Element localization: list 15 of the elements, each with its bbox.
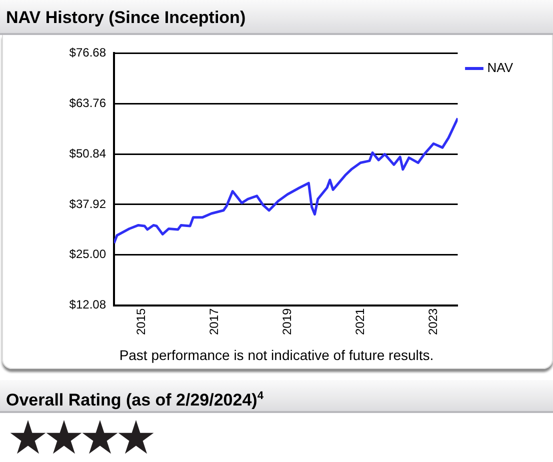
x-tick-label: 2015: [134, 308, 148, 336]
x-tick-label: 2021: [352, 308, 367, 336]
text: Overall Rating (as of 2/29/2024)$^{4}$: [0, 380, 553, 413]
y-tick-label: $63.76: [69, 96, 106, 110]
y-tick-label: $25.00: [69, 247, 106, 262]
text: Past performance is not indicative of future results.: [118, 347, 435, 363]
y-tick-label: $12.08: [69, 298, 106, 312]
x-tick-label: 2023: [426, 308, 440, 336]
chart-title: NAV History (Since Inception): [0, 0, 553, 35]
x-tick-label: 2017: [206, 308, 221, 336]
y-tick-label: $37.92: [69, 196, 106, 211]
y-tick-label: $76.68: [69, 46, 106, 60]
legend-label: NAV: [487, 60, 514, 76]
x-tick-label: 2019: [280, 308, 294, 336]
y-tick-label: $50.84: [69, 146, 106, 160]
